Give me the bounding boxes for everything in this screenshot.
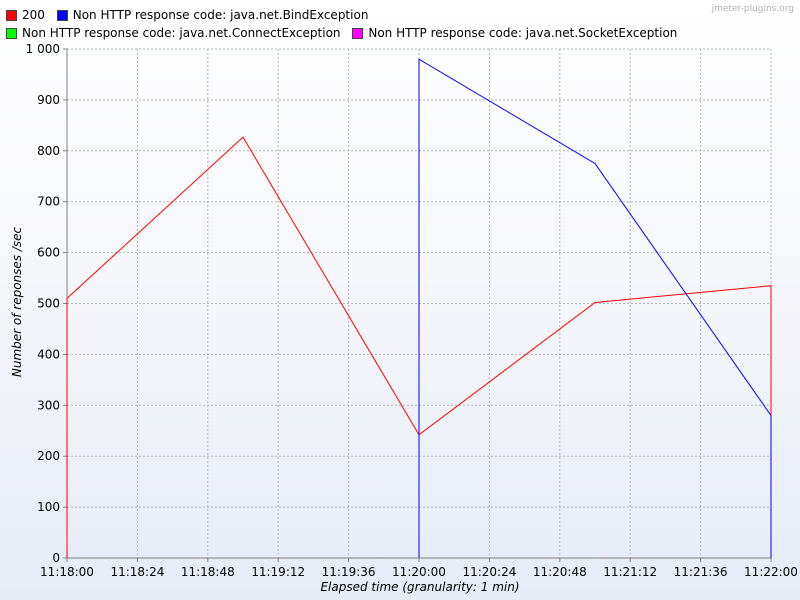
x-tick-label: 11:18:00 [40, 565, 94, 579]
y-tick-label: 1 000 [26, 42, 60, 56]
legend-item-bind-exception: Non HTTP response code: java.net.BindExc… [56, 6, 369, 24]
legend-item-connect-exception: Non HTTP response code: java.net.Connect… [6, 24, 341, 42]
legend-item-socket-exception: Non HTTP response code: java.net.SocketE… [352, 24, 677, 42]
chart-legend: 200 Non HTTP response code: java.net.Bin… [6, 6, 686, 42]
x-tick-label: 11:19:12 [251, 565, 305, 579]
x-tick-label: 11:20:48 [533, 565, 587, 579]
legend-label-connect-exception: Non HTTP response code: java.net.Connect… [22, 26, 341, 40]
x-tick-label: 11:20:00 [392, 565, 446, 579]
y-tick-label: 800 [37, 144, 60, 158]
legend-swatch-200 [6, 9, 17, 21]
y-tick-label: 0 [52, 551, 60, 565]
y-tick-label: 300 [37, 398, 60, 412]
y-tick-label: 200 [37, 449, 60, 463]
legend-swatch-connect-exception [6, 27, 17, 39]
y-tick-label: 100 [37, 500, 60, 514]
x-tick-label: 11:19:36 [322, 565, 376, 579]
y-axis-label: Number of reponses /sec [10, 226, 24, 378]
x-axis-label: Elapsed time (granularity: 1 min) [320, 580, 520, 594]
y-tick-label: 500 [37, 297, 60, 311]
y-tick-label: 400 [37, 347, 60, 361]
watermark: jmeter-plugins.org [711, 4, 794, 14]
legend-label-200: 200 [22, 8, 45, 22]
x-tick-label: 11:20:24 [462, 565, 516, 579]
x-tick-label: 11:18:24 [110, 565, 164, 579]
legend-label-bind-exception: Non HTTP response code: java.net.BindExc… [72, 8, 369, 22]
x-tick-label: 11:22:00 [744, 565, 798, 579]
x-tick-label: 11:21:12 [603, 565, 657, 579]
series-line-1 [418, 58, 772, 558]
legend-item-200: 200 [6, 6, 45, 24]
legend-swatch-socket-exception [352, 27, 364, 39]
x-tick-label: 11:18:48 [181, 565, 235, 579]
y-tick-label: 900 [37, 93, 60, 107]
legend-label-socket-exception: Non HTTP response code: java.net.SocketE… [368, 26, 678, 40]
y-tick-label: 600 [37, 246, 60, 260]
y-tick-label: 700 [37, 195, 60, 209]
legend-swatch-bind-exception [56, 9, 68, 21]
x-tick-label: 11:21:36 [674, 565, 728, 579]
